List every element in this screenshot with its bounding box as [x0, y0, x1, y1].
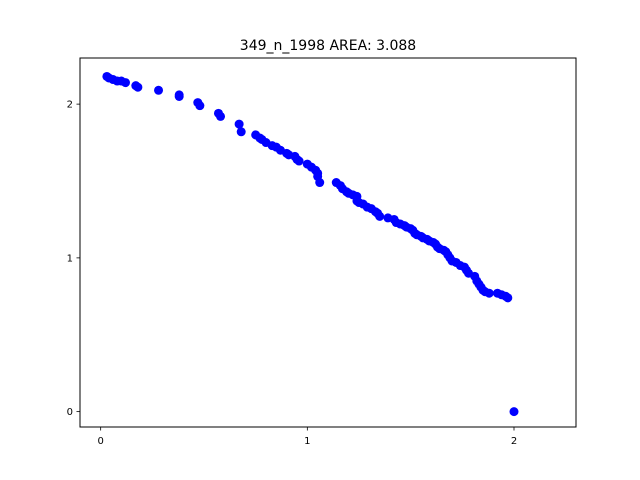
data-point-88 — [503, 293, 513, 303]
ticks-layer: 0 1 2 0 1 2 — [67, 100, 518, 447]
data-point-16 — [236, 127, 246, 137]
data-point-28 — [294, 156, 304, 166]
data-point-8 — [154, 85, 164, 95]
data-point-34 — [315, 178, 325, 188]
x-tick-label-2: 2 — [511, 436, 517, 447]
data-point-14 — [216, 111, 226, 121]
y-tick-label-1: 1 — [67, 253, 73, 264]
data-point-10 — [174, 91, 184, 101]
data-point-5 — [120, 78, 130, 88]
chart-title: 349_n_1998 AREA: 3.088 — [240, 38, 416, 54]
plot-frame — [79, 57, 577, 428]
x-tick-label-1: 1 — [304, 436, 310, 447]
data-point-89 — [509, 407, 519, 417]
y-tick-label-2: 2 — [67, 100, 73, 111]
data-point-84 — [484, 288, 494, 298]
y-tick-label-0: 0 — [67, 407, 73, 418]
data-point-12 — [195, 101, 205, 111]
points-layer — [102, 71, 519, 417]
x-tick-label-0: 0 — [97, 436, 103, 447]
data-point-15 — [234, 119, 244, 129]
data-point-7 — [133, 82, 143, 92]
data-point-49 — [375, 211, 385, 221]
